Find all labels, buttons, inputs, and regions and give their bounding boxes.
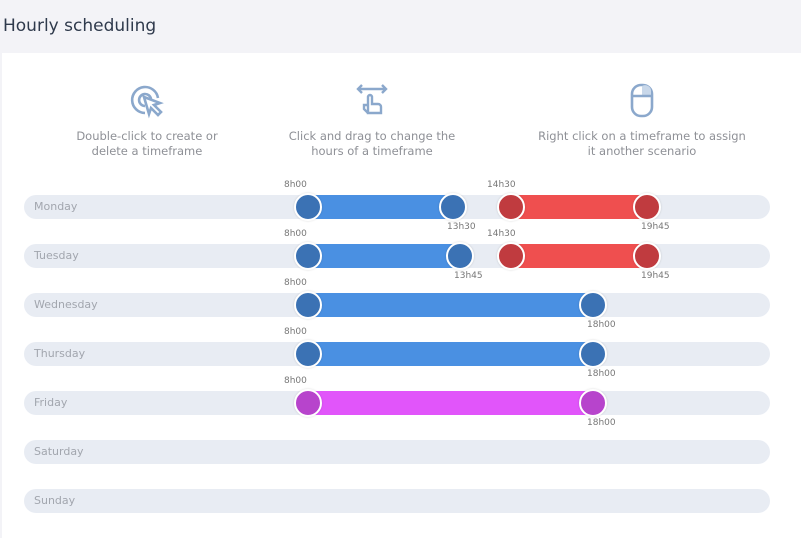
timeframe-end-handle[interactable] [578, 388, 607, 417]
day-label: Monday [34, 200, 78, 213]
hint-right-click: Right click on a timeframe to assign it … [532, 83, 752, 159]
timeframe-start-label: 14h30 [487, 229, 516, 239]
day-row-tuesday[interactable]: Tuesday 8h00 13h45 14h30 19h45 [24, 229, 770, 281]
hint-text: Double-click to create or [76, 129, 218, 143]
day-label: Friday [34, 396, 68, 409]
timeframe-end-handle[interactable] [578, 290, 607, 319]
timeframe-end-label: 13h45 [454, 271, 483, 281]
timeframe-bar[interactable] [511, 244, 647, 268]
hint-text: hours of a timeframe [311, 144, 433, 158]
timeframe-start-label: 8h00 [284, 376, 307, 386]
timeframe-bar[interactable] [308, 342, 593, 366]
timeframe-end-label: 18h00 [587, 418, 616, 428]
timeframe-start-label: 8h00 [284, 180, 307, 190]
timeframe-end-handle[interactable] [632, 241, 661, 270]
day-row-friday[interactable]: Friday 8h00 18h00 [24, 376, 770, 428]
timeframe-start-handle[interactable] [496, 192, 525, 221]
timeframe-end-handle[interactable] [445, 241, 474, 270]
timeframe-bar[interactable] [511, 195, 647, 219]
timeframe-bar[interactable] [308, 244, 460, 268]
day-label: Thursday [34, 347, 86, 360]
hint-text: Click and drag to change the [288, 129, 456, 143]
day-row-thursday[interactable]: Thursday 8h00 18h00 [24, 327, 770, 379]
hint-double-click: Double-click to create or delete a timef… [37, 83, 257, 159]
timeframe-end-handle[interactable] [632, 192, 661, 221]
day-row-wednesday[interactable]: Wednesday 8h00 18h00 [24, 278, 770, 330]
hint-drag: Click and drag to change the hours of a … [262, 83, 482, 159]
timeframe-end-handle[interactable] [438, 192, 467, 221]
day-label: Sunday [34, 494, 76, 507]
hint-text: delete a timeframe [91, 144, 203, 158]
hint-text: it another scenario [587, 144, 697, 158]
timeframe-end-label: 19h45 [641, 222, 670, 232]
timeframe-bar[interactable] [308, 391, 593, 415]
timeframe-start-handle[interactable] [293, 192, 322, 221]
day-label: Wednesday [34, 298, 98, 311]
timeframe-bar[interactable] [308, 195, 453, 219]
mouse-right-click-icon [630, 83, 654, 118]
timeframe-end-label: 18h00 [587, 369, 616, 379]
timeframe-start-handle[interactable] [293, 388, 322, 417]
schedule-card: Double-click to create or delete a timef… [2, 53, 801, 538]
timeframe-bar[interactable] [308, 293, 593, 317]
page-title: Hourly scheduling [3, 16, 157, 36]
day-row-sunday[interactable]: Sunday [24, 489, 770, 513]
timeframe-start-label: 8h00 [284, 229, 307, 239]
day-label: Tuesday [34, 249, 79, 262]
timeframe-end-label: 19h45 [641, 271, 670, 281]
day-row-saturday[interactable]: Saturday [24, 440, 770, 464]
timeframe-end-handle[interactable] [578, 339, 607, 368]
hint-text: Right click on a timeframe to assign [538, 129, 746, 143]
timeframe-start-label: 14h30 [487, 180, 516, 190]
timeframe-start-handle[interactable] [293, 290, 322, 319]
timeframe-end-label: 13h30 [447, 222, 476, 232]
timeframe-start-handle[interactable] [293, 339, 322, 368]
day-row-monday[interactable]: Monday 8h00 13h30 14h30 19h45 [24, 180, 770, 232]
timeframe-start-handle[interactable] [496, 241, 525, 270]
double-click-icon [130, 85, 164, 119]
timeframe-end-label: 18h00 [587, 320, 616, 330]
timeframe-start-handle[interactable] [293, 241, 322, 270]
drag-hand-icon [356, 84, 388, 115]
timeframe-start-label: 8h00 [284, 327, 307, 337]
day-label: Saturday [34, 445, 84, 458]
timeframe-start-label: 8h00 [284, 278, 307, 288]
